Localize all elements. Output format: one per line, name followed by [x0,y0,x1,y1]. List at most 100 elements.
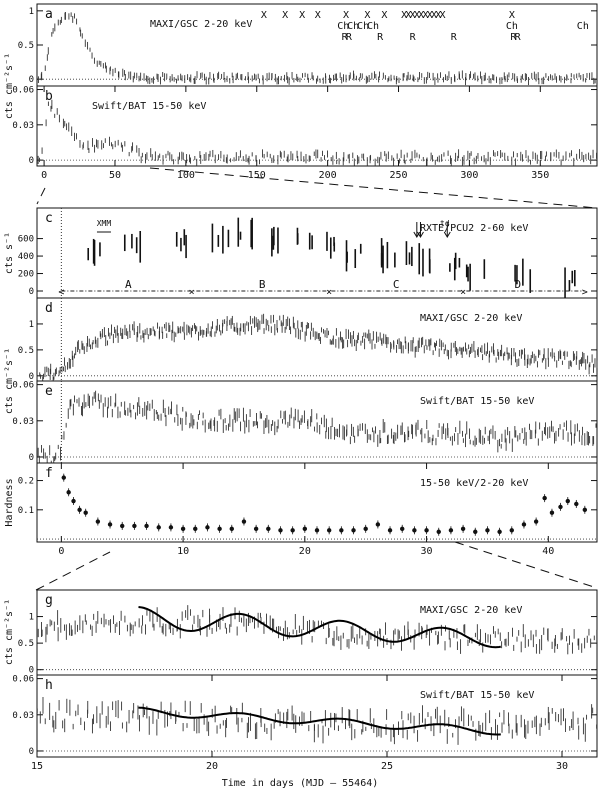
data-point [290,528,295,533]
y-tick-label: 0.5 [18,346,34,356]
x-mark-label: X [410,10,416,21]
zoom-connector-line [454,541,598,589]
panel-letter: f [45,466,53,481]
panel-letter: b [45,89,53,104]
x-tick-label: 30 [556,761,568,772]
data-point [565,498,570,504]
state-label: D [515,278,522,291]
ch-mark-label: Ch [367,21,379,32]
r-mark-label: R [515,32,522,43]
x-mark-label: X [439,10,445,21]
data-point [574,501,579,507]
r-mark-label: R [410,32,417,43]
r-mark-label: R [451,32,458,43]
x-mark-label: X [405,10,411,21]
y-axis-label: cts cm⁻²s⁻¹ [4,599,15,665]
data-point [387,528,393,533]
x-tick-label: 20 [206,761,218,772]
data-point [168,525,174,530]
transition-arrowhead [443,231,451,238]
y-tick-label: 0 [29,372,34,382]
y-tick-label: 400 [18,252,34,262]
x-tick-label: 20 [299,546,311,557]
data-point [485,528,490,533]
panel-label: RXTE/PCU2 2-60 keV [420,223,528,234]
ch-mark-label: Ch [577,21,589,32]
y-tick-label: 0 [29,666,34,676]
data-point [61,475,66,480]
data-point [71,498,76,504]
y-tick-label: 0 [29,287,34,297]
panel-frame [36,297,598,382]
x-tick-label: 200 [319,170,337,181]
state-label: A [125,278,132,291]
data-point [66,490,71,495]
panel-frame [36,85,598,167]
r-mark-label: R [346,32,353,43]
panel-label: Swift/BAT 15-50 keV [92,101,206,112]
state-boundary-marker: × [460,287,466,298]
y-tick-label: 0.03 [12,711,34,721]
y-tick-label: 0 [29,75,34,85]
r-mark-label: R [377,32,384,43]
r-mark-label: R [342,32,349,43]
data-point [424,528,429,533]
panel-f: 0.1 0.2 0 10 20 30 40 f 15-50 keV/2-20 keV Hardne… [4,462,598,557]
data-point [95,519,101,524]
data-point [278,528,283,533]
x-mark-label: X [414,10,420,21]
y-axis-label: Hardness [4,478,15,526]
ch-mark-label: Ch [357,21,369,32]
panel-label: Swift/BAT 15-50 keV [420,690,534,701]
data-point [351,528,356,533]
data-point [375,522,381,527]
state-label: B [259,278,266,291]
x-tick-label: 0 [41,170,47,181]
data-point [314,528,320,533]
panel-letter: a [45,7,53,22]
data-point [241,519,247,524]
x-mark-label: X [364,10,370,21]
x-mark-label: X [431,10,437,21]
x-tick-label: 300 [460,170,478,181]
x-mark-label: X [435,10,441,21]
data-point [542,495,547,501]
x-mark-label: X [401,10,407,21]
data-point [205,525,210,530]
sinusoid-model-curve [138,606,501,649]
transition-arrowhead [417,231,424,238]
x-tick-label: 50 [109,170,121,181]
data-point [83,510,88,515]
data-point [193,526,198,532]
data-point [217,526,222,532]
data-point [326,528,332,533]
y-tick-label: 0.1 [18,506,34,516]
y-axis-label: cts s⁻¹ [4,232,15,274]
data-point [156,525,161,530]
panel-letter: h [45,678,53,693]
y-axis-label: cts cm⁻²s⁻¹ [4,348,15,414]
data-point [549,510,555,515]
x-tick-label: 15 [31,761,43,772]
x-mark-label: X [261,10,267,21]
y-tick-label: 1 [29,7,34,17]
y-tick-label: 0.5 [18,41,34,51]
data-point [77,507,82,513]
x-mark-label: X [422,10,428,21]
panel-d: 0 0.5 1 d MAXI/GSC 2-20 keV [18,297,598,382]
state-label: C [393,278,400,291]
x-mark-label: X [509,10,515,21]
y-tick-label: 0 [29,156,34,166]
x-mark-label: X [381,10,387,21]
data-point [253,526,259,532]
sinusoid-model-curve [138,706,501,736]
panel-frame [36,589,598,676]
x-mark-label: X [418,10,424,21]
y-tick-label: 200 [18,270,34,280]
panel-letter: e [45,384,53,399]
x-tick-label: 150 [248,170,266,181]
zoom-connector-line [36,187,46,205]
x-tick-label: 0 [58,546,64,557]
